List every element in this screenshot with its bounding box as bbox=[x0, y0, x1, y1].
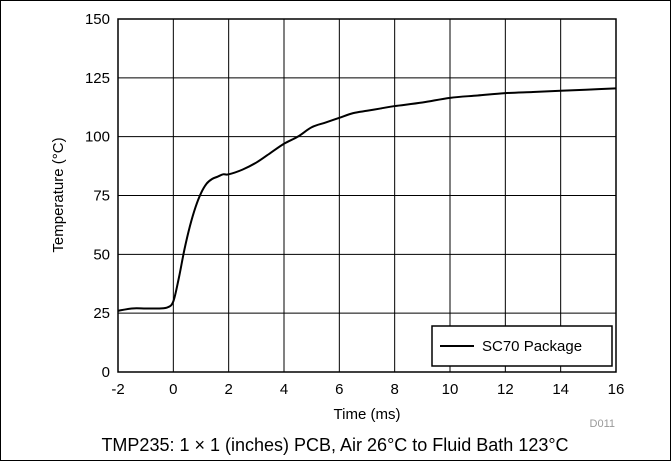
x-tick-label: 12 bbox=[497, 381, 514, 398]
x-tick-label: 0 bbox=[169, 381, 177, 398]
x-tick-label: 6 bbox=[335, 381, 343, 398]
legend-label: SC70 Package bbox=[482, 338, 582, 355]
x-tick-label: 4 bbox=[280, 381, 288, 398]
x-tick-label: 14 bbox=[552, 381, 569, 398]
y-tick-label: 75 bbox=[93, 188, 110, 205]
x-tick-label: -2 bbox=[111, 381, 124, 398]
y-tick-label: 25 bbox=[93, 305, 110, 322]
x-axis-label: Time (ms) bbox=[334, 406, 401, 423]
plot-border bbox=[117, 18, 617, 373]
gridlines bbox=[118, 19, 616, 372]
x-tick-label: 8 bbox=[390, 381, 398, 398]
figure-id: D011 bbox=[590, 418, 615, 430]
y-tick-label: 125 bbox=[85, 70, 110, 87]
legend: SC70 Package bbox=[431, 325, 613, 367]
chart-caption: TMP235: 1 × 1 (inches) PCB, Air 26°C to … bbox=[101, 435, 568, 455]
y-tick-label: 150 bbox=[85, 11, 110, 28]
series-line-sc70-package bbox=[117, 87, 617, 312]
y-axis-label: Temperature (°C) bbox=[50, 137, 67, 252]
x-tick-label: 10 bbox=[442, 381, 459, 398]
y-tick-label: 100 bbox=[85, 129, 110, 146]
y-tick-label: 0 bbox=[102, 364, 110, 381]
x-tick-label: 16 bbox=[608, 381, 625, 398]
y-tick-label: 50 bbox=[93, 246, 110, 263]
x-tick-label: 2 bbox=[224, 381, 232, 398]
